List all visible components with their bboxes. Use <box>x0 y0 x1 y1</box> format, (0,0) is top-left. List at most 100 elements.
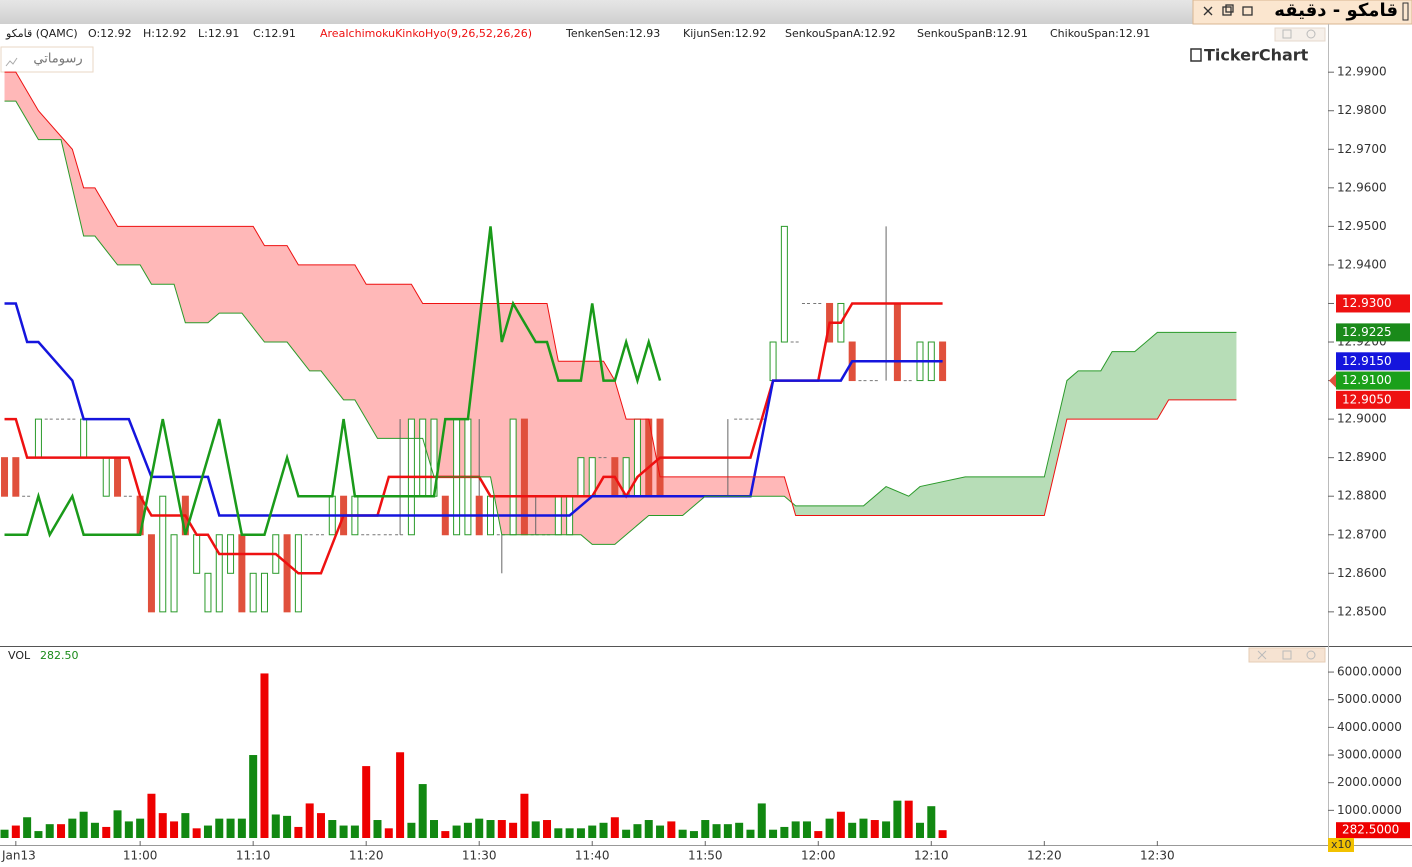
x-tick-label: 11:00 <box>123 849 158 863</box>
scale-badge-label: x10 <box>1331 838 1352 851</box>
volume-bar <box>373 820 382 838</box>
y-tick-label: 12.9000 <box>1337 412 1387 426</box>
volume-bar <box>509 822 518 838</box>
volume-bar <box>723 824 732 838</box>
volume-bar <box>181 813 190 838</box>
volume-bar <box>802 821 811 838</box>
volume-bar <box>497 820 506 838</box>
legend-entry: TenkenSen:12.93 <box>565 27 660 40</box>
volume-bar <box>339 825 348 838</box>
y-tick-label: 12.8800 <box>1337 489 1387 503</box>
drawings-label: رسوماتي <box>33 52 82 67</box>
volume-bar <box>836 811 845 838</box>
volume-bar <box>237 818 246 838</box>
candle-body <box>509 418 517 536</box>
volume-bar <box>791 821 800 838</box>
x-tick-label: 12:30 <box>1140 849 1175 863</box>
price-tag-label: 12.9150 <box>1342 354 1392 368</box>
x-tick-label: Jan13 <box>1 849 36 863</box>
volume-bar <box>599 822 608 838</box>
window-buttons[interactable] <box>1203 4 1253 16</box>
volume-bar <box>938 830 947 838</box>
volume-bar <box>565 828 574 838</box>
candle-body <box>159 495 167 613</box>
volume-bar <box>735 822 744 838</box>
volume-bar <box>249 755 258 838</box>
candle-body <box>34 418 42 459</box>
candle-body <box>215 534 223 613</box>
ohlc-label: H:12.92 <box>143 27 186 40</box>
ohlc-label: C:12.91 <box>253 27 296 40</box>
price-tag <box>1336 352 1410 371</box>
volume-bar <box>870 820 879 838</box>
volume-bar <box>644 820 653 838</box>
volume-bar <box>430 820 439 838</box>
indicator-line <box>4 71 1237 516</box>
volume-bar <box>610 817 619 838</box>
candle-body <box>893 302 901 382</box>
volume-bar <box>780 826 789 838</box>
volume-bar <box>689 831 698 838</box>
x-tick-label: 11:40 <box>575 849 610 863</box>
candle-body <box>419 418 427 497</box>
volume-bar <box>475 818 484 838</box>
symbol: قامكو (QAMC) <box>5 27 78 40</box>
x-tick-label: 11:10 <box>236 849 271 863</box>
ohlc-label: O:12.92 <box>88 27 132 40</box>
volume-bar <box>124 821 133 838</box>
indicator-line <box>4 302 943 517</box>
volume-y-tick-label: 2000.0000 <box>1337 775 1402 789</box>
volume-bar <box>158 813 167 838</box>
volume-bar <box>271 814 280 838</box>
price-tag <box>1336 390 1410 409</box>
volume-bar <box>441 831 450 838</box>
candle-body <box>1 457 9 497</box>
x-tick-label: 11:50 <box>688 849 723 863</box>
volume-bar <box>543 820 552 838</box>
volume-bar <box>260 673 269 838</box>
candle-body <box>260 572 268 613</box>
price-tag-label: 12.9100 <box>1342 373 1392 387</box>
price-tag-label: 12.9050 <box>1342 392 1392 406</box>
volume-bar <box>283 815 292 838</box>
x-tick-label: 11:30 <box>462 849 497 863</box>
volume-bar <box>328 820 337 838</box>
y-tick-label: 12.9700 <box>1337 142 1387 156</box>
volume-bar <box>814 831 823 838</box>
volume-bar <box>576 828 585 838</box>
y-tick-label: 12.8500 <box>1337 604 1387 618</box>
volume-bar <box>757 803 766 838</box>
volume-bar <box>893 800 902 838</box>
logo-icon <box>1190 48 1202 62</box>
price-tag-label: 12.9225 <box>1342 325 1392 339</box>
scale-badge <box>1328 838 1354 852</box>
y-tick-label: 12.9400 <box>1337 257 1387 271</box>
price-tag-label: 12.9300 <box>1342 296 1392 310</box>
window-title: قامكو - دقيقه <box>1274 0 1398 21</box>
volume-bar <box>554 828 563 838</box>
volume-bar <box>57 824 66 838</box>
volume-bar <box>350 825 359 838</box>
candle-body <box>102 457 110 497</box>
volume-bar <box>463 822 472 838</box>
volume-bar <box>746 829 755 838</box>
legend-entry: SenkouSpanA:12.92 <box>785 27 896 40</box>
volume-y-tick-label: 6000.0000 <box>1337 665 1402 679</box>
pane-buttons[interactable] <box>1248 27 1326 663</box>
volume-tag-label: 282.5000 <box>1342 823 1399 837</box>
volume-bar <box>520 793 529 838</box>
candle-body <box>283 534 291 613</box>
candle-body <box>193 534 201 574</box>
volume-bar <box>90 822 99 838</box>
candle-body <box>170 534 178 613</box>
volume-bar <box>396 752 405 838</box>
volume-bar <box>0 829 9 838</box>
volume-bar <box>11 825 20 838</box>
y-tick-label: 12.8700 <box>1337 527 1387 541</box>
tab-icon <box>1402 2 1409 21</box>
volume-bar <box>113 810 122 838</box>
volume-bar <box>882 821 891 838</box>
volume-bar <box>927 806 936 838</box>
y-tick-label: 12.9600 <box>1337 180 1387 194</box>
y-tick-label: 12.8600 <box>1337 566 1387 580</box>
